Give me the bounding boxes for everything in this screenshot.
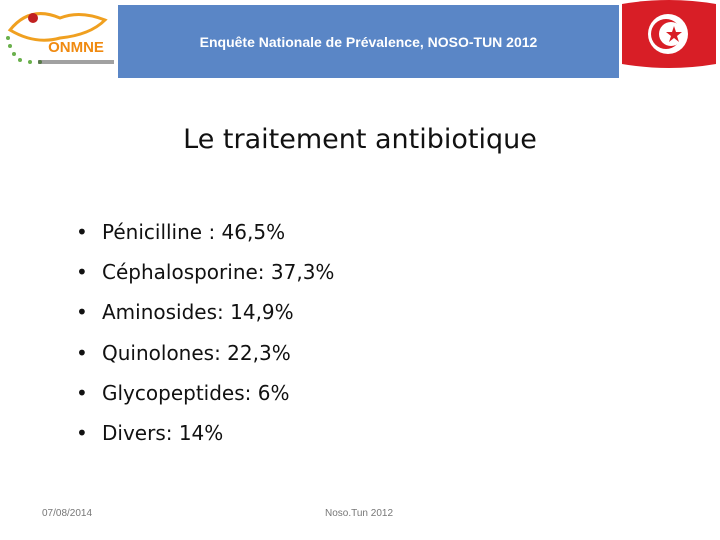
logo-dot <box>28 13 38 23</box>
logo-swoosh <box>7 12 108 42</box>
flag-star <box>666 26 682 42</box>
footer-center: Noso.Tun 2012 <box>325 508 394 519</box>
bullet-item: Glycopeptides: 6% <box>76 373 334 413</box>
logo-subtext <box>38 60 114 64</box>
bullet-item: Pénicilline : 46,5% <box>76 212 334 252</box>
slide-title: Le traitement antibiotique <box>183 124 537 155</box>
header-title: Enquête Nationale de Prévalence, NOSO-TU… <box>199 33 538 50</box>
header-banner: Enquête Nationale de Prévalence, NOSO-TU… <box>118 5 619 78</box>
bullet-item: Céphalosporine: 37,3% <box>76 252 334 292</box>
logo-text: ONMNE <box>48 39 104 56</box>
bullet-list: Pénicilline : 46,5%Céphalosporine: 37,3%… <box>76 212 334 453</box>
flag <box>622 0 716 68</box>
logo: ONMNE <box>6 12 114 64</box>
bullet-item: Divers: 14% <box>76 413 334 453</box>
bullet-item: Quinolones: 22,3% <box>76 333 334 373</box>
bullet-item: Aminosides: 14,9% <box>76 292 334 332</box>
footer-date: 07/08/2014 <box>42 508 93 519</box>
